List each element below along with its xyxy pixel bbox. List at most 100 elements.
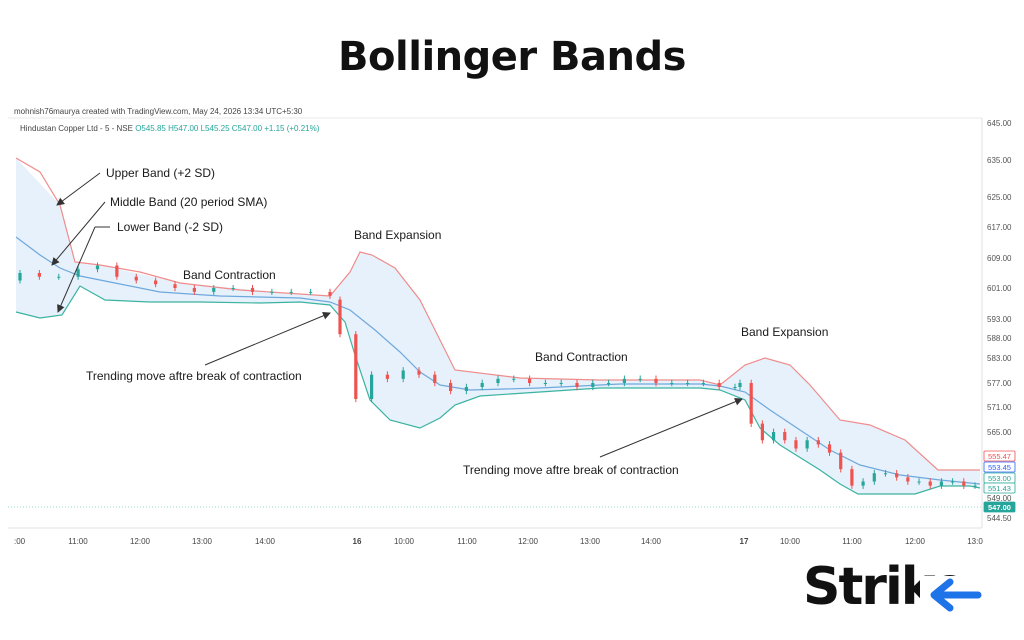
candle-body	[839, 452, 843, 470]
candle-body	[464, 387, 468, 391]
y-tick-label: 635.00	[987, 156, 1012, 165]
candle-body	[749, 383, 753, 424]
candle-body	[338, 299, 342, 335]
x-tick-label: 14:00	[641, 537, 662, 546]
candle-body	[154, 280, 158, 285]
price-label-text: 551.43	[988, 484, 1011, 493]
candle-body	[449, 383, 453, 391]
logo-arrow-icon	[920, 576, 986, 614]
x-tick-label: 12:00	[518, 537, 539, 546]
candle-body	[192, 288, 196, 292]
ohlc-legend: Hindustan Copper Ltd - 5 - NSE O545.85 H…	[20, 124, 319, 133]
candle-body	[654, 378, 658, 383]
y-tick-label: 593.00	[987, 315, 1012, 324]
x-tick-label: 17	[740, 537, 749, 546]
x-tick-label: 14:00	[255, 537, 276, 546]
x-tick-label: 12:00	[905, 537, 926, 546]
candle-body	[289, 291, 293, 293]
candle-body	[543, 383, 547, 384]
band-contraction-label-2: Band Contraction	[535, 350, 628, 364]
candle-body	[173, 284, 177, 288]
price-label-box	[983, 501, 1016, 513]
band-contraction-label-1: Band Contraction	[183, 268, 276, 282]
candle-body	[417, 370, 421, 375]
candle-body	[134, 276, 138, 281]
y-tick-label: 571.00	[987, 403, 1012, 412]
candle-body	[401, 370, 405, 379]
band-expansion-label-2: Band Expansion	[741, 325, 828, 339]
candle-body	[895, 473, 899, 478]
price-label-box	[983, 482, 1016, 494]
candle-body	[906, 477, 910, 482]
candlestick-series	[18, 262, 977, 489]
lower-band-line	[15, 285, 981, 495]
trending-move-label-1: Trending move aftre break of contraction	[86, 369, 302, 383]
band-fill	[16, 158, 980, 494]
time-axis: :00 11:00 12:00 13:00 14:00 16 10:00 11:00 12:00…	[14, 537, 983, 546]
candle-body	[270, 291, 274, 293]
middle-band-arrow	[51, 201, 106, 266]
candle-body	[480, 383, 484, 387]
y-tick-label: 544.50	[987, 514, 1012, 523]
candle-body	[771, 432, 776, 441]
candle-body	[575, 383, 579, 387]
x-tick-label: 11:00	[68, 537, 88, 546]
upper-band-arrow	[56, 172, 101, 206]
candle-body	[309, 291, 313, 293]
x-tick-label: 13:00	[192, 537, 213, 546]
y-tick-label: 625.00	[987, 193, 1012, 202]
candle-body	[250, 288, 255, 292]
candle-body	[76, 269, 80, 277]
high-value: H547.00	[168, 124, 199, 133]
candle-body	[783, 432, 787, 441]
trend-arrow-1	[204, 311, 331, 366]
x-tick-label: 10:00	[780, 537, 801, 546]
y-tick-label: 601.00	[987, 284, 1012, 293]
lower-band-arrow	[57, 226, 96, 313]
candle-body	[794, 440, 798, 449]
close-value: C547.00	[231, 124, 263, 133]
price-label-text: 553.00	[988, 474, 1011, 483]
candle-body	[733, 387, 737, 388]
candle-body	[559, 383, 563, 384]
x-tick-label: 10:00	[394, 537, 415, 546]
candle-body	[385, 374, 389, 379]
middle-band-line	[15, 236, 981, 485]
x-tick-label: 13:00	[580, 537, 601, 546]
candle-body	[816, 440, 820, 445]
low-value: L545.25	[200, 124, 230, 133]
x-tick-label: 11:00	[842, 537, 862, 546]
candle-body	[701, 383, 705, 384]
candle-body	[917, 481, 921, 483]
middle-band-label: Middle Band (20 period SMA)	[110, 195, 267, 209]
candle-body	[591, 383, 595, 387]
upper-band-label: Upper Band (+2 SD)	[106, 166, 215, 180]
price-label-box	[983, 461, 1016, 473]
price-label-box	[983, 450, 1016, 462]
page-title: Bollinger Bands	[338, 34, 686, 80]
symbol-name: Hindustan Copper Ltd - 5 - NSE	[20, 124, 133, 133]
candle-body	[850, 469, 854, 486]
candle-body	[528, 378, 532, 383]
x-tick-label: 12:00	[130, 537, 151, 546]
candle-body	[57, 276, 61, 278]
lower-band-label: Lower Band (-2 SD)	[117, 220, 223, 234]
candle-body	[686, 383, 690, 384]
candle-body	[115, 265, 119, 277]
candle-body	[433, 374, 437, 383]
candle-body	[861, 481, 865, 486]
candle-body	[827, 444, 832, 453]
x-tick-label: :00	[14, 537, 26, 546]
x-tick-label: 11:00	[457, 537, 477, 546]
band-expansion-label-1: Band Expansion	[354, 228, 441, 242]
trend-arrow-2	[599, 397, 743, 458]
candle-body	[496, 378, 500, 383]
candle-body	[231, 288, 235, 289]
price-label-text: 555.47	[988, 452, 1011, 461]
candle-body	[370, 374, 374, 399]
candle-body	[760, 423, 764, 441]
candle-body	[738, 383, 742, 387]
candle-body	[973, 485, 977, 487]
